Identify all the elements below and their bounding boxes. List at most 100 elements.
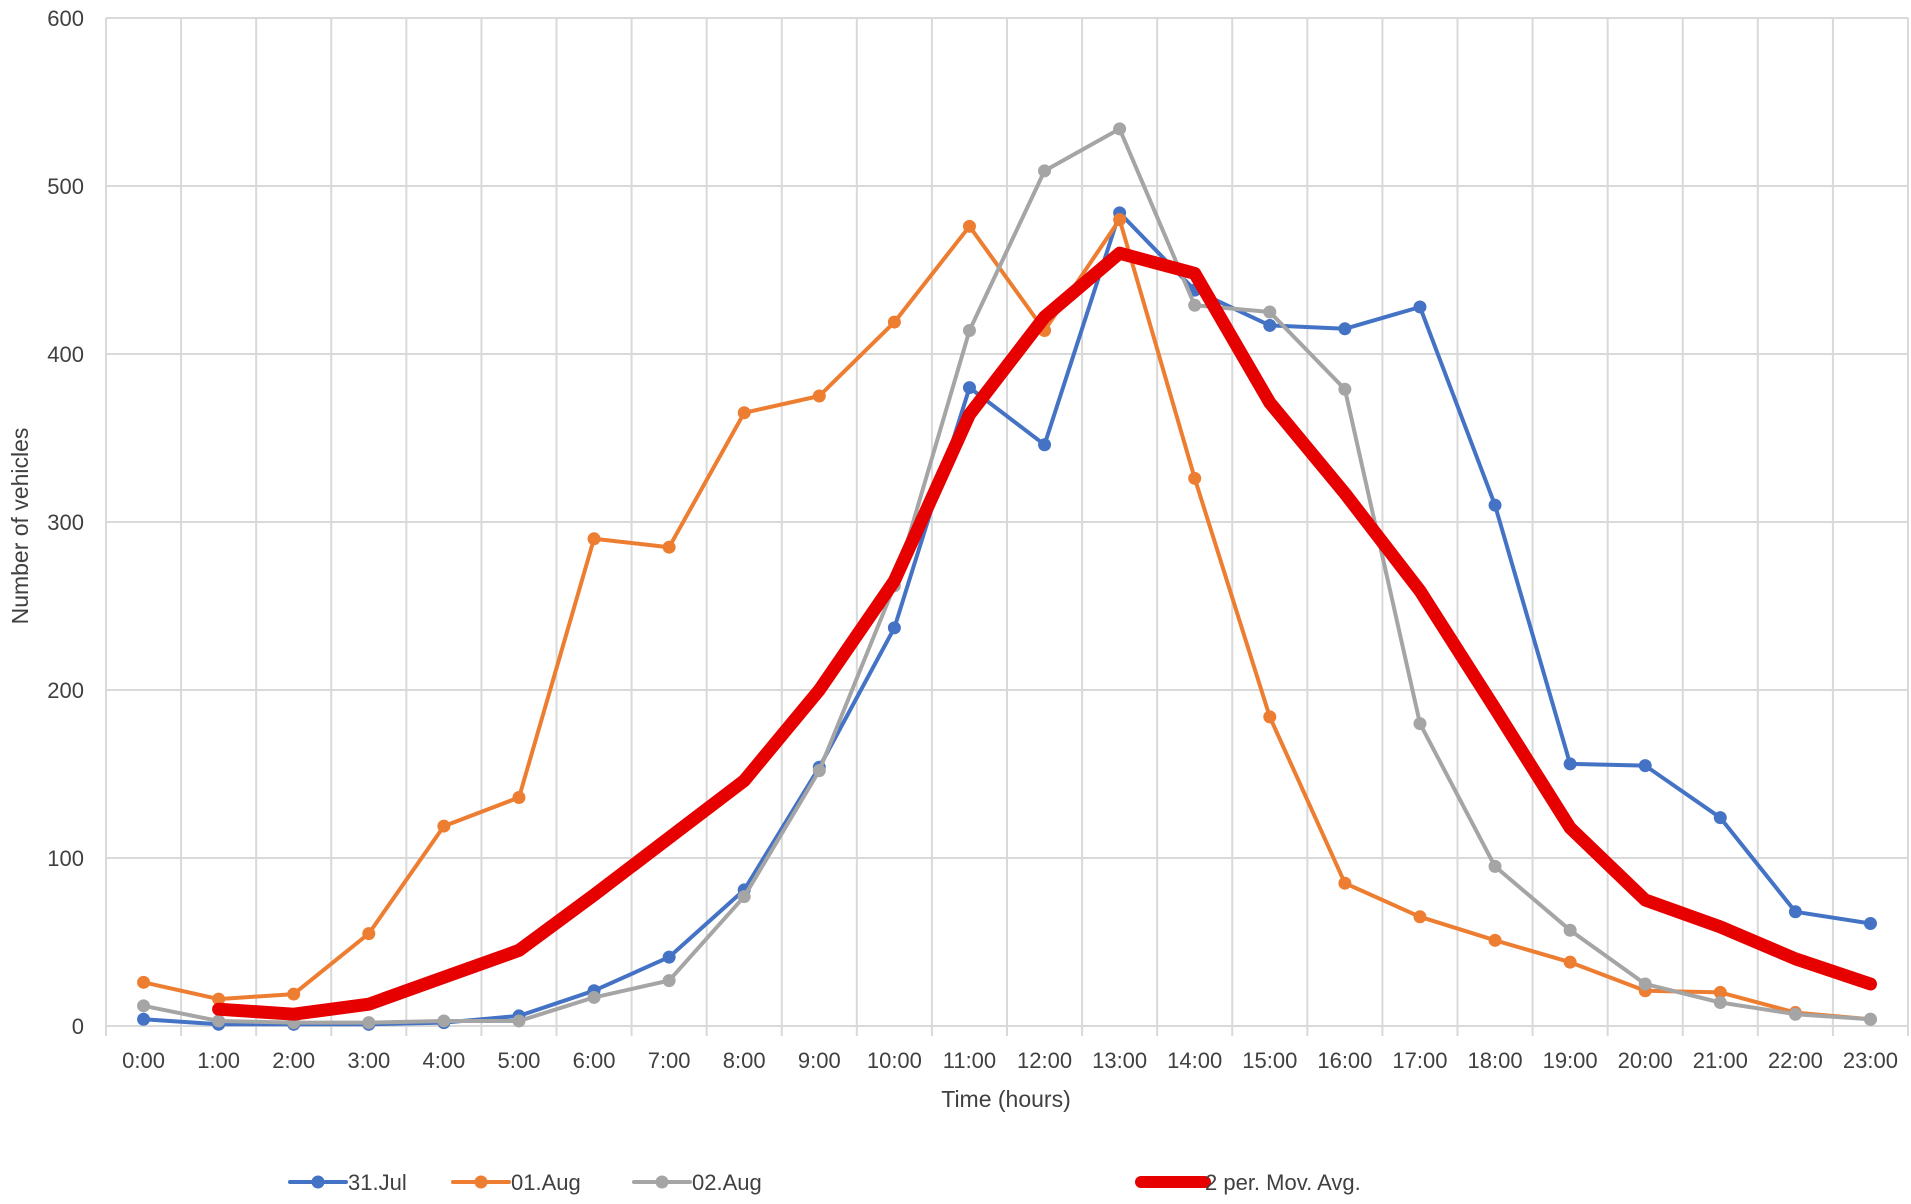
x-tick-label: 9:00: [798, 1048, 841, 1073]
data-point: [738, 406, 751, 419]
data-point: [588, 532, 601, 545]
x-tick-label: 12:00: [1017, 1048, 1072, 1073]
data-point: [1864, 917, 1877, 930]
data-point: [888, 316, 901, 329]
data-point: [437, 820, 450, 833]
y-tick-label: 400: [47, 342, 84, 367]
legend: 31.Jul 01.Aug 02.Aug 2 per. Mov. Avg.: [290, 1170, 1361, 1195]
data-point: [212, 1014, 225, 1027]
y-tick-label: 600: [47, 6, 84, 31]
x-tick-label: 8:00: [723, 1048, 766, 1073]
y-tick-label: 0: [72, 1014, 84, 1039]
data-point: [437, 1014, 450, 1027]
data-point: [1714, 996, 1727, 1009]
data-point: [1489, 499, 1502, 512]
data-point: [512, 791, 525, 804]
legend-label: 2 per. Mov. Avg.: [1205, 1170, 1361, 1195]
y-tick-label: 100: [47, 846, 84, 871]
data-point: [1789, 1008, 1802, 1021]
data-point: [813, 764, 826, 777]
data-point: [663, 974, 676, 987]
y-tick-label: 300: [47, 510, 84, 535]
x-tick-label: 7:00: [648, 1048, 691, 1073]
data-point: [137, 999, 150, 1012]
x-tick-label: 3:00: [347, 1048, 390, 1073]
data-point: [1338, 383, 1351, 396]
data-point: [1639, 978, 1652, 991]
x-tick-label: 21:00: [1693, 1048, 1748, 1073]
x-tick-label: 4:00: [422, 1048, 465, 1073]
x-tick-label: 1:00: [197, 1048, 240, 1073]
data-point: [1038, 438, 1051, 451]
data-point: [888, 621, 901, 634]
data-point: [963, 381, 976, 394]
data-point: [813, 390, 826, 403]
data-point: [1413, 717, 1426, 730]
x-tick-label: 10:00: [867, 1048, 922, 1073]
x-tick-label: 0:00: [122, 1048, 165, 1073]
data-point: [512, 1014, 525, 1027]
data-point: [663, 541, 676, 554]
x-tick-label: 15:00: [1242, 1048, 1297, 1073]
data-point: [1413, 300, 1426, 313]
x-tick-label: 5:00: [498, 1048, 541, 1073]
data-point: [1564, 924, 1577, 937]
data-point: [963, 324, 976, 337]
data-point: [287, 988, 300, 1001]
legend-label: 31.Jul: [348, 1170, 407, 1195]
x-tick-label: 6:00: [573, 1048, 616, 1073]
x-tick-label: 18:00: [1468, 1048, 1523, 1073]
data-point: [362, 927, 375, 940]
data-point: [1188, 299, 1201, 312]
y-tick-label: 200: [47, 678, 84, 703]
data-point: [1489, 934, 1502, 947]
legend-swatch-marker: [475, 1176, 488, 1189]
data-point: [1338, 877, 1351, 890]
x-tick-label: 17:00: [1392, 1048, 1447, 1073]
data-point: [362, 1016, 375, 1029]
series-2-per-mov-avg-: [219, 253, 1871, 1014]
x-tick-label: 2:00: [272, 1048, 315, 1073]
data-point: [588, 991, 601, 1004]
x-axis-title: Time (hours): [941, 1086, 1071, 1112]
x-tick-label: 22:00: [1768, 1048, 1823, 1073]
x-tick-label: 19:00: [1543, 1048, 1598, 1073]
data-point: [1564, 956, 1577, 969]
x-tick-label: 20:00: [1618, 1048, 1673, 1073]
data-point: [1564, 757, 1577, 770]
legend-swatch-marker: [312, 1176, 325, 1189]
grid-lines: [106, 18, 1908, 1036]
data-point: [1413, 910, 1426, 923]
data-point: [137, 1013, 150, 1026]
y-axis-title: Number of vehicles: [7, 428, 33, 625]
data-point: [1714, 811, 1727, 824]
data-point: [1038, 164, 1051, 177]
x-tick-label: 23:00: [1843, 1048, 1898, 1073]
legend-swatch-marker: [656, 1176, 669, 1189]
data-point: [1338, 322, 1351, 335]
y-axis-ticks: 0 100 200 300 400 500 600: [47, 6, 84, 1039]
data-point: [1789, 905, 1802, 918]
x-axis-ticks: 0:00 1:00 2:00 3:00 4:00 5:00 6:00 7:00 8:00 9:00…: [122, 1048, 1898, 1073]
x-tick-label: 14:00: [1167, 1048, 1222, 1073]
data-point: [663, 951, 676, 964]
data-point: [963, 220, 976, 233]
data-point: [1188, 472, 1201, 485]
data-point: [1263, 710, 1276, 723]
data-point: [1113, 122, 1126, 135]
data-point: [1263, 306, 1276, 319]
data-point: [137, 976, 150, 989]
data-point: [1864, 1013, 1877, 1026]
legend-label: 02.Aug: [692, 1170, 762, 1195]
x-tick-label: 11:00: [943, 1048, 996, 1073]
data-point: [738, 890, 751, 903]
data-point: [1113, 213, 1126, 226]
data-point: [1263, 319, 1276, 332]
legend-label: 01.Aug: [511, 1170, 581, 1195]
data-point: [1639, 759, 1652, 772]
x-tick-label: 16:00: [1317, 1048, 1372, 1073]
x-tick-label: 13:00: [1092, 1048, 1147, 1073]
series-line: [219, 253, 1871, 1014]
data-point: [1489, 860, 1502, 873]
